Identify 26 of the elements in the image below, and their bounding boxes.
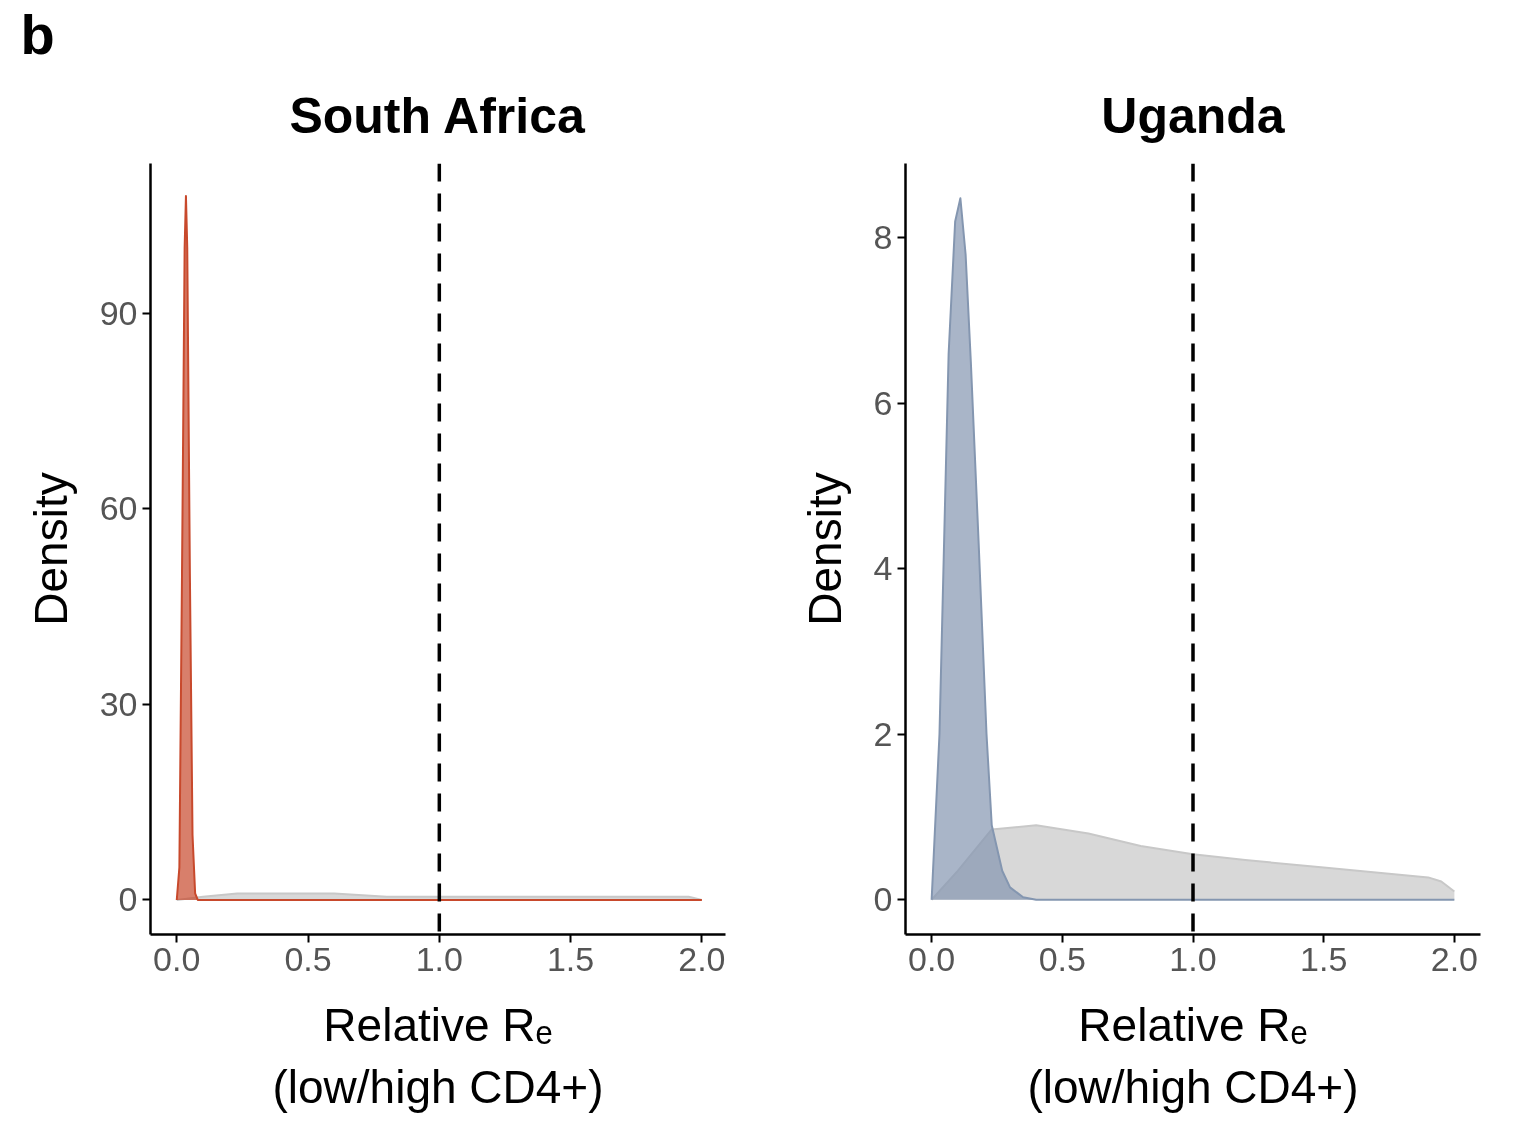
x-tick-label: 1.0 (1169, 939, 1217, 978)
y-axis-title: Density (24, 472, 77, 626)
y-tick-label: 2 (873, 714, 893, 753)
x-tick-label: 2.0 (678, 939, 726, 978)
y-tick-label: 6 (873, 383, 893, 422)
y-tick-label: 30 (99, 684, 138, 723)
x-tick-label: 0.5 (1038, 939, 1086, 978)
x-tick-label: 1.5 (1300, 939, 1348, 978)
text: b (20, 2, 55, 66)
y-tick-label: 0 (118, 880, 138, 919)
x-tick-label: 1.5 (546, 939, 595, 978)
y-tick-label: 8 (873, 218, 893, 257)
x-tick-label: 1.0 (415, 939, 463, 978)
chart-title: Uganda (1101, 87, 1286, 144)
y-axis-title: Density (798, 472, 851, 626)
x-axis-title: Relative Rₑ (low/high CD4+) (1027, 998, 1359, 1113)
y-tick-label: 90 (99, 293, 138, 332)
y-tick-label: 4 (873, 549, 893, 588)
x-tick-label: 2.0 (1430, 939, 1478, 978)
chart-title: South Africa (289, 87, 586, 144)
x-tick-label: 0.5 (284, 939, 332, 978)
x-axis-title: Relative Rₑ (low/high CD4+) (272, 998, 604, 1113)
x-tick-label: 0.0 (153, 939, 201, 978)
x-tick-label: 0.0 (908, 939, 956, 978)
y-tick-label: 60 (99, 489, 138, 528)
y-tick-label: 0 (873, 880, 893, 919)
